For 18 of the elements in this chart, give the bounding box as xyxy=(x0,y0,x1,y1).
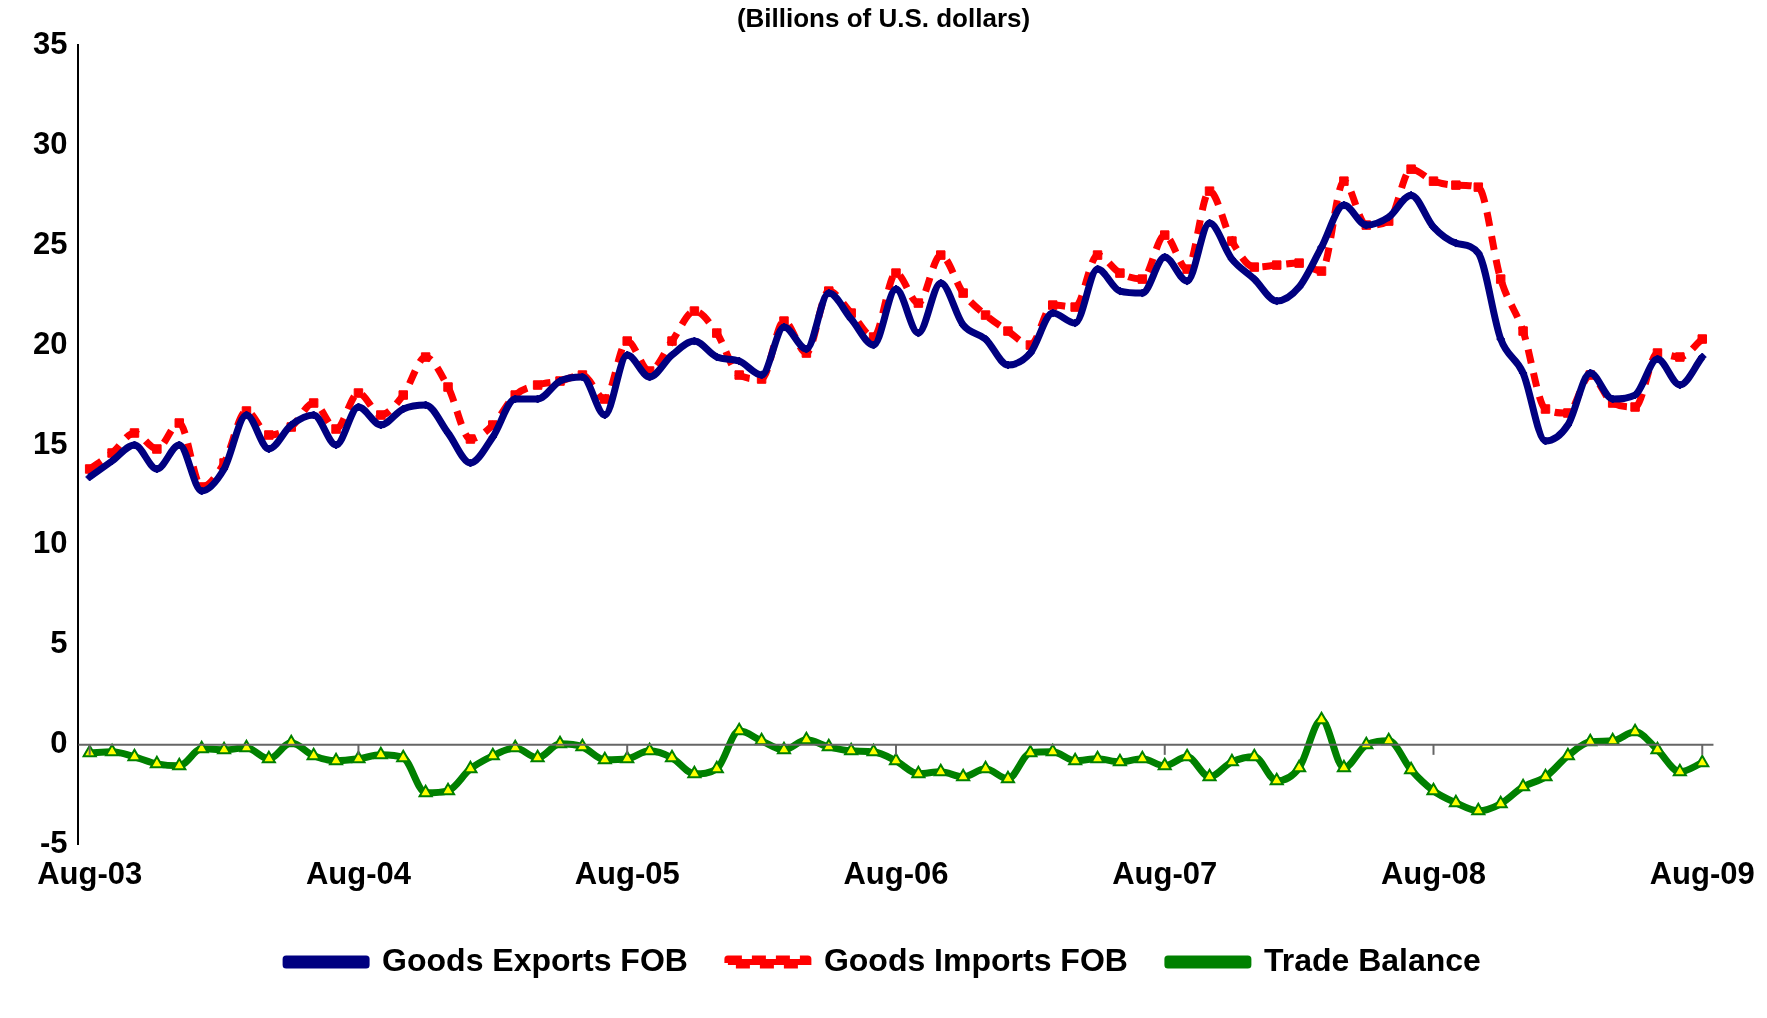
chart-title: (Billions of U.S. dollars) xyxy=(736,2,1031,33)
y-tick-label: 5 xyxy=(50,625,68,661)
x-tick-label: Aug-05 xyxy=(574,855,680,891)
y-tick-label: 25 xyxy=(33,225,68,261)
y-tick-label: 20 xyxy=(33,325,68,361)
x-tick-label: Aug-06 xyxy=(843,855,949,891)
x-tick-label: Aug-08 xyxy=(1380,855,1487,891)
y-tick-label: 15 xyxy=(33,425,68,461)
y-tick-label: 10 xyxy=(33,525,68,561)
legend-label: Trade Balance xyxy=(1263,941,1481,978)
x-tick-label: Aug-07 xyxy=(1112,855,1218,891)
y-tick-label: 30 xyxy=(33,125,68,161)
x-tick-label: Aug-09 xyxy=(1649,855,1755,891)
y-tick-label: 0 xyxy=(50,725,68,761)
x-tick-label: Aug-04 xyxy=(305,855,412,891)
y-tick-label: 35 xyxy=(33,25,68,61)
legend-label: Goods Imports FOB xyxy=(823,941,1128,978)
legend-label: Goods Exports FOB xyxy=(382,941,688,978)
